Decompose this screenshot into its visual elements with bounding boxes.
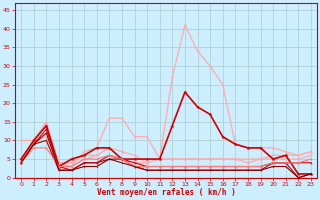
X-axis label: Vent moyen/en rafales ( km/h ): Vent moyen/en rafales ( km/h ) xyxy=(97,188,236,197)
